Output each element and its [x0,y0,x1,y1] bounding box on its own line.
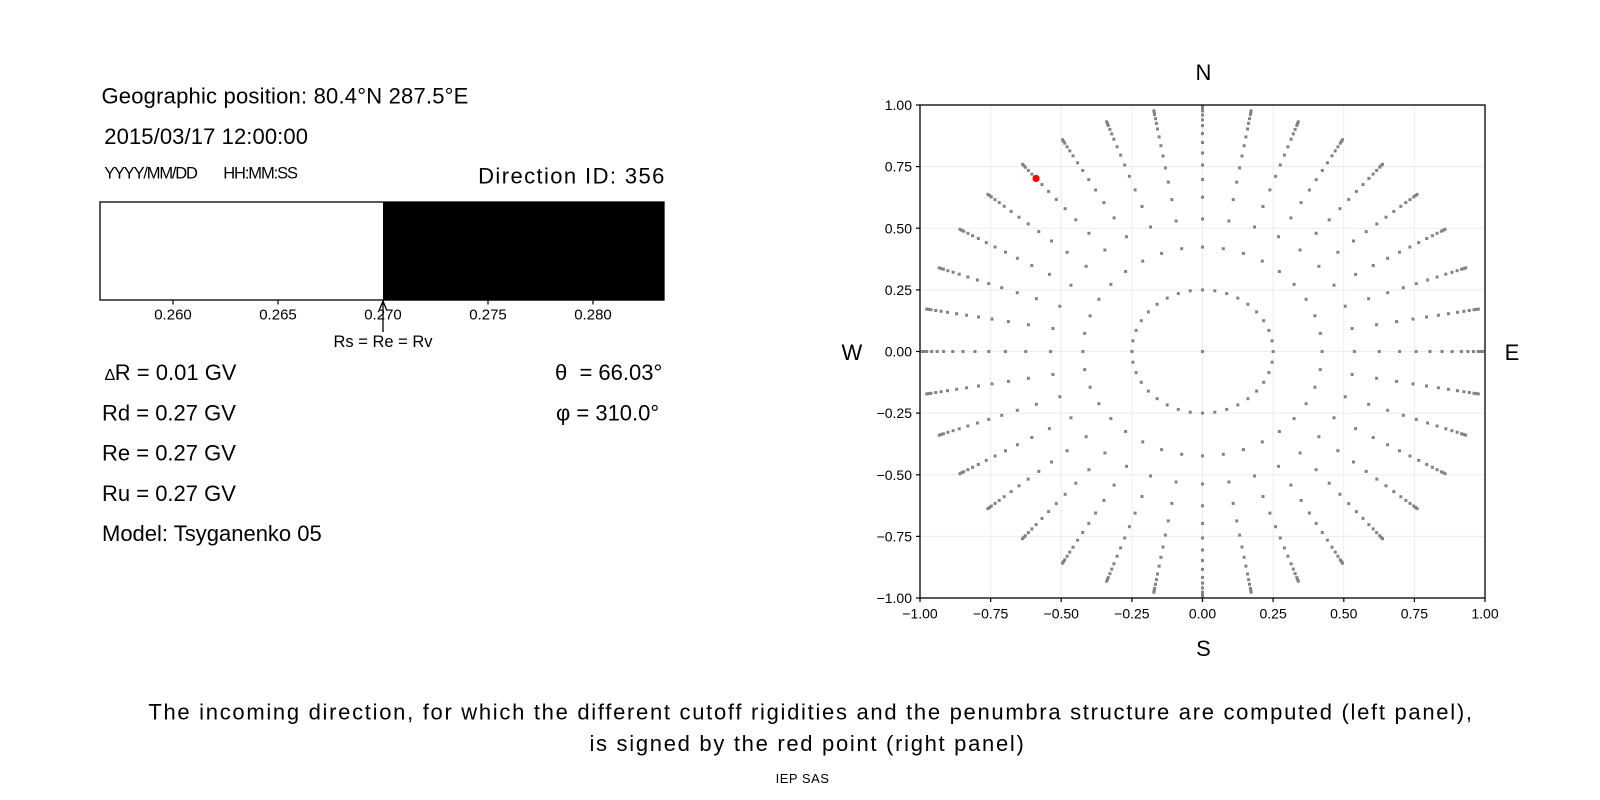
svg-text:0.75: 0.75 [1401,606,1428,622]
svg-text:W: W [842,340,863,365]
svg-text:Direction ID: 356: Direction ID: 356 [478,164,666,189]
svg-text:φ = 310.0°: φ = 310.0° [556,401,659,426]
svg-text:0.275: 0.275 [469,307,507,324]
svg-text:−0.25: −0.25 [1114,606,1150,622]
svg-text:0.25: 0.25 [885,282,912,298]
svg-text:E: E [1505,340,1520,365]
svg-text:IEP SAS: IEP SAS [776,771,830,786]
svg-text:0.50: 0.50 [885,220,912,236]
svg-text:−1.00: −1.00 [877,590,913,606]
svg-text:0.260: 0.260 [154,307,192,324]
svg-text:Re = 0.27 GV: Re = 0.27 GV [102,441,236,466]
svg-text:HH:MM:SS: HH:MM:SS [223,165,298,183]
svg-text:0.25: 0.25 [1260,606,1287,622]
svg-text:−0.50: −0.50 [1044,606,1080,622]
svg-text:Rd = 0.27 GV: Rd = 0.27 GV [102,401,236,426]
svg-text:0.00: 0.00 [885,344,912,360]
svg-text:0.280: 0.280 [574,307,612,324]
svg-text:1.00: 1.00 [1471,606,1498,622]
svg-text:Model: Tsyganenko 05: Model: Tsyganenko 05 [102,521,322,546]
svg-text:S: S [1196,636,1211,661]
svg-text:−0.75: −0.75 [877,528,913,544]
svg-text:Rs = Re = Rv: Rs = Re = Rv [333,333,433,351]
svg-text:−0.50: −0.50 [877,467,913,483]
svg-text:Geographic position: 80.4°N 28: Geographic position: 80.4°N 287.5°E [102,84,469,109]
svg-text:YYYY/MM/DD: YYYY/MM/DD [104,165,198,183]
svg-text:The incoming direction, for wh: The incoming direction, for which the di… [148,699,1473,724]
svg-text:0.50: 0.50 [1330,606,1357,622]
svg-text:−0.75: −0.75 [973,606,1009,622]
svg-text:0.75: 0.75 [885,159,912,175]
svg-text:2015/03/17 12:00:00: 2015/03/17 12:00:00 [104,124,308,149]
svg-text:1.00: 1.00 [885,97,912,113]
svg-text:0.265: 0.265 [259,307,297,324]
svg-text:N: N [1196,60,1212,85]
svg-text:∆R = 0.01 GV: ∆R = 0.01 GV [105,360,237,385]
svg-text:is signed by the red point (ri: is signed by the red point (right panel) [589,731,1025,756]
svg-text:Ru = 0.27 GV: Ru = 0.27 GV [102,481,236,506]
svg-text:θ = 66.03°: θ = 66.03° [555,360,662,385]
svg-text:−0.25: −0.25 [877,405,913,421]
svg-text:−1.00: −1.00 [902,606,938,622]
svg-text:0.00: 0.00 [1189,606,1216,622]
